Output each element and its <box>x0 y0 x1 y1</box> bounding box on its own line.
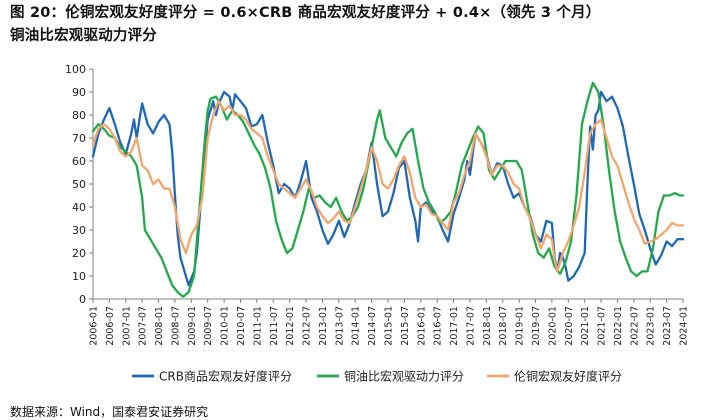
y-tick-label: 40 <box>72 201 86 214</box>
x-tick-label: 2006-07 <box>105 306 116 346</box>
x-tick-label: 2016-07 <box>433 306 444 346</box>
y-tick-label: 100 <box>65 63 86 76</box>
series-line-copper_oil <box>91 81 685 298</box>
x-tick-label: 2007-01 <box>121 306 132 346</box>
x-tick-label: 2016-01 <box>416 306 427 346</box>
x-tick-label: 2012-07 <box>302 306 313 346</box>
x-tick-label: 2009-07 <box>203 306 214 346</box>
x-tick-label: 2015-01 <box>384 306 395 346</box>
series-line-crb <box>91 90 685 287</box>
x-tick-label: 2008-01 <box>154 306 165 346</box>
x-tick-label: 2015-07 <box>400 306 411 346</box>
x-tick-label: 2008-07 <box>170 306 181 346</box>
y-tick-label: 10 <box>72 270 86 283</box>
y-tick-label: 20 <box>72 247 86 260</box>
y-tick-label: 50 <box>72 178 86 191</box>
legend-label-copper_oil: 铜油比宏观驱动力评分 <box>344 369 464 384</box>
x-tick-label: 2021-01 <box>580 306 591 346</box>
x-tick-label: 2020-01 <box>547 306 558 346</box>
figure-title: 图 20：伦铜宏观友好度评分 = 0.6×CRB 商品宏观友好度评分 + 0.4… <box>10 2 710 48</box>
x-tick-label: 2020-07 <box>564 306 575 346</box>
x-tick-label: 2011-07 <box>269 306 280 346</box>
x-tick-label: 2022-07 <box>629 306 640 346</box>
x-tick-label: 2018-07 <box>498 306 509 346</box>
chart-legend: CRB商品宏观友好度评分 铜油比宏观驱动力评分 伦铜宏观友好度评分 <box>132 369 622 384</box>
x-tick-label: 2019-01 <box>515 306 526 346</box>
figure-title-line2: 铜油比宏观驱动力评分 <box>10 28 157 44</box>
x-tick-label: 2014-01 <box>351 306 362 346</box>
series-line-lme_copper <box>91 100 685 273</box>
x-tick-label: 2013-01 <box>318 306 329 346</box>
chart-axes: 0 10 20 30 40 50 60 70 80 90 100 2006-01 2006-07 2007… <box>65 63 690 346</box>
x-tick-label: 2024-01 <box>679 306 690 346</box>
data-source: 数据来源：Wind，国泰君安证券研究 <box>10 405 209 419</box>
x-tick-label: 2010-07 <box>236 306 247 346</box>
y-tick-label: 80 <box>72 109 86 122</box>
x-tick-label: 2013-07 <box>334 306 345 346</box>
x-tick-label: 2006-01 <box>89 306 100 346</box>
figure-title-line1: 图 20：伦铜宏观友好度评分 = 0.6×CRB 商品宏观友好度评分 + 0.4… <box>10 5 601 21</box>
x-tick-label: 2011-01 <box>252 306 263 346</box>
chart-series <box>91 81 685 298</box>
x-tick-label: 2021-07 <box>597 306 608 346</box>
y-tick-label: 70 <box>72 132 86 145</box>
x-tick-label: 2018-01 <box>482 306 493 346</box>
x-tick-label: 2022-01 <box>613 306 624 346</box>
x-tick-label: 2023-01 <box>646 306 657 346</box>
x-tick-label: 2007-07 <box>138 306 149 346</box>
x-tick-label: 2023-07 <box>662 306 673 346</box>
y-tick-label: 90 <box>72 86 86 99</box>
legend-label-lme_copper: 伦铜宏观友好度评分 <box>514 369 622 384</box>
y-tick-label: 30 <box>72 224 86 237</box>
x-tick-label: 2017-07 <box>465 306 476 346</box>
legend-label-crb: CRB商品宏观友好度评分 <box>159 369 292 384</box>
x-tick-label: 2019-07 <box>531 306 542 346</box>
x-tick-label: 2009-01 <box>187 306 198 346</box>
x-tick-label: 2010-01 <box>220 306 231 346</box>
x-tick-label: 2017-01 <box>449 306 460 346</box>
x-tick-label: 2014-07 <box>367 306 378 346</box>
y-tick-label: 0 <box>79 293 86 306</box>
y-tick-label: 60 <box>72 155 86 168</box>
x-tick-label: 2012-01 <box>285 306 296 346</box>
